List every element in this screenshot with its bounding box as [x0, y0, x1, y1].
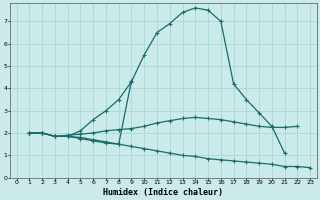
X-axis label: Humidex (Indice chaleur): Humidex (Indice chaleur)	[103, 188, 223, 197]
